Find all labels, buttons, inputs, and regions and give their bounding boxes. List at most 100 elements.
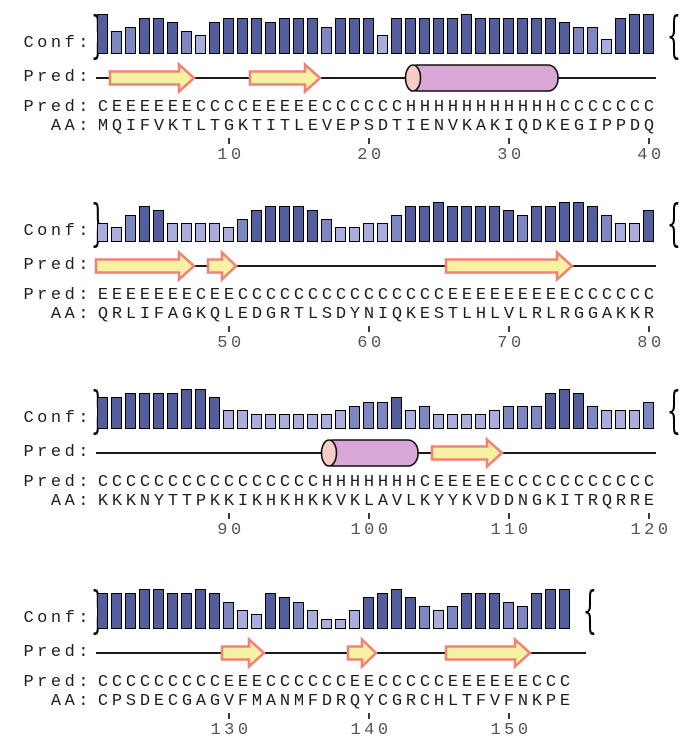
confidence-bar	[181, 593, 192, 629]
amino-acid-letter: T	[279, 117, 291, 136]
prediction-letter: C	[629, 98, 641, 117]
prediction-letter: C	[629, 286, 641, 305]
confidence-bar	[587, 27, 598, 54]
amino-acid-letter: K	[545, 117, 557, 136]
confidence-bar	[489, 18, 500, 54]
amino-acid-letter: V	[391, 492, 403, 511]
prediction-cartoon-label: Pred:	[23, 443, 92, 462]
amino-acid-letter: L	[489, 305, 501, 324]
amino-acid-letter: D	[489, 492, 501, 511]
prediction-cartoon-label: Pred:	[23, 256, 92, 275]
confidence-bar	[111, 227, 122, 242]
helix-end-cap	[320, 439, 338, 467]
prediction-letter: H	[489, 98, 501, 117]
amino-acid-letter: K	[321, 492, 333, 511]
amino-acid-letter: P	[601, 117, 613, 136]
ruler-tick	[228, 513, 230, 519]
amino-acid-letter: V	[223, 692, 235, 711]
confidence-bar	[237, 219, 248, 242]
amino-acid-letter: K	[545, 492, 557, 511]
prediction-letter: C	[643, 286, 655, 305]
confidence-bar	[335, 410, 346, 429]
prediction-letter: C	[419, 286, 431, 305]
prediction-letter: C	[615, 98, 627, 117]
confidence-bar	[153, 589, 164, 629]
amino-acid-letter: T	[181, 117, 193, 136]
confidence-bar	[377, 35, 388, 54]
confidence-bar	[503, 406, 514, 429]
confidence-bar	[503, 210, 514, 242]
prediction-letter: C	[97, 673, 109, 692]
confidence-bar	[153, 210, 164, 242]
amino-acid-letter: I	[139, 305, 151, 324]
prediction-letter: E	[503, 673, 515, 692]
prediction-letter: C	[531, 473, 543, 492]
confidence-bar	[181, 223, 192, 242]
confidence-bar	[447, 414, 458, 429]
prediction-letter: E	[223, 286, 235, 305]
amino-acid-letter: D	[139, 692, 151, 711]
amino-acid-letter: D	[321, 692, 333, 711]
prediction-letter: E	[517, 286, 529, 305]
amino-acid-letter: R	[587, 492, 599, 511]
prediction-letter: C	[125, 473, 137, 492]
amino-acid-letter: A	[167, 305, 179, 324]
amino-acid-letter: K	[209, 492, 221, 511]
amino-acid-letter: K	[111, 492, 123, 511]
confidence-bar	[321, 219, 332, 242]
strand-arrow	[430, 436, 504, 470]
prediction-cartoon	[96, 636, 586, 670]
prediction-letter: E	[447, 286, 459, 305]
ruler-number: 120	[630, 521, 672, 540]
ruler-tick	[508, 326, 510, 332]
prediction-letter: C	[377, 286, 389, 305]
amino-acid-letter: T	[391, 117, 403, 136]
amino-acid-letter: N	[363, 305, 375, 324]
confidence-bar	[587, 206, 598, 242]
confidence-bar	[181, 389, 192, 429]
amino-acid-letter: I	[405, 117, 417, 136]
prediction-letter: E	[97, 286, 109, 305]
prediction-letter: C	[349, 98, 361, 117]
prediction-letter: E	[475, 473, 487, 492]
amino-acid-letter: Q	[111, 117, 123, 136]
prediction-letter: E	[181, 98, 193, 117]
confidence-bar	[335, 227, 346, 242]
confidence-bar	[307, 414, 318, 429]
ruler-tick	[648, 513, 650, 519]
amino-acid-letter: F	[503, 692, 515, 711]
amino-acid-letter: L	[517, 305, 529, 324]
amino-acid-label: AA:	[50, 692, 92, 711]
prediction-letter: C	[335, 673, 347, 692]
amino-acid-letter: K	[349, 492, 361, 511]
amino-acid-letter: Y	[433, 492, 445, 511]
confidence-bar	[601, 215, 612, 242]
confidence-bar	[251, 614, 262, 629]
prediction-letter: C	[265, 673, 277, 692]
prediction-letter: C	[251, 286, 263, 305]
prediction-letter: C	[573, 286, 585, 305]
prediction-letter: H	[405, 98, 417, 117]
confidence-bar	[293, 18, 304, 54]
amino-acid-letter: L	[405, 492, 417, 511]
amino-acid-letter: I	[559, 492, 571, 511]
confidence-bar	[545, 206, 556, 242]
confidence-bar	[615, 410, 626, 429]
prediction-letter: E	[125, 98, 137, 117]
confidence-bar	[405, 18, 416, 54]
confidence-bar	[265, 593, 276, 629]
amino-acid-letter: K	[167, 117, 179, 136]
amino-acid-letter: L	[461, 305, 473, 324]
amino-acid-letter: A	[265, 692, 277, 711]
amino-acid-letter: Y	[153, 492, 165, 511]
prediction-letter: C	[391, 286, 403, 305]
amino-acid-letter: Q	[601, 492, 613, 511]
prediction-letter: C	[419, 673, 431, 692]
prediction-letter: C	[97, 473, 109, 492]
confidence-bar	[587, 406, 598, 429]
confidence-bar	[335, 619, 346, 629]
ruler-tick	[368, 138, 370, 144]
prediction-letter: E	[293, 98, 305, 117]
